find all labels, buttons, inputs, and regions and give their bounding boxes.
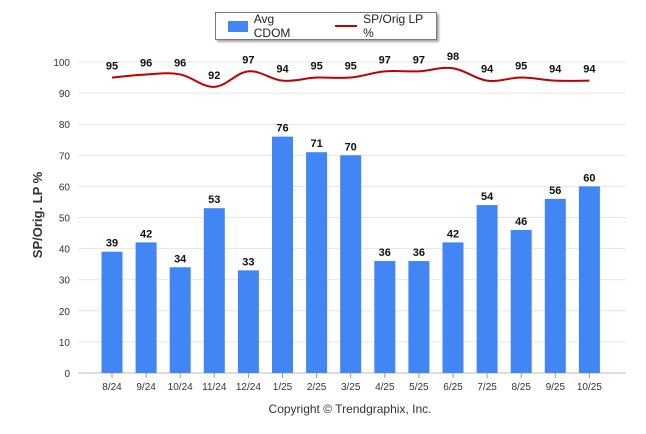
line-value-label: 92	[208, 70, 220, 82]
bar	[237, 270, 259, 373]
bar	[578, 186, 600, 373]
bar-value-label: 42	[140, 228, 152, 240]
line-series	[111, 66, 590, 88]
line-value-label: 97	[242, 54, 254, 66]
bar	[340, 155, 362, 373]
y-axis-ticks: 0 10 20 30 40 50 60 70 80 90 100	[53, 58, 70, 380]
bar-value-label: 39	[106, 238, 118, 250]
y-tick-label: 60	[59, 182, 71, 193]
y-axis-label: SP/Orig. LP %	[30, 171, 45, 258]
y-tick-label: 20	[59, 307, 71, 318]
y-tick-label: 100	[53, 58, 70, 69]
y-tick-label: 70	[59, 151, 71, 162]
line-value-label: 94	[583, 64, 596, 76]
bar	[442, 242, 464, 373]
bar-value-label: 70	[345, 141, 357, 153]
y-tick-label: 10	[59, 338, 71, 349]
line-value-label: 97	[379, 54, 391, 66]
bar-value-labels: 39 42 34 53 33 76 71 70 36 36 42 54 46 56 60	[106, 123, 596, 269]
legend-label-sp-orig-lp: SP/Orig LP %	[363, 12, 423, 40]
bar-value-label: 53	[208, 194, 220, 206]
bar	[408, 261, 430, 373]
bar-value-label: 42	[447, 228, 459, 240]
x-tick-label: 2/25	[307, 382, 327, 393]
y-tick-label: 40	[59, 245, 71, 256]
y-tick-label: 90	[59, 89, 71, 100]
copyright-text: Copyright © Trendgraphix, Inc.	[268, 402, 432, 416]
bar-value-label: 71	[310, 138, 322, 150]
line-value-label: 95	[345, 61, 357, 73]
x-tick-label: 1/25	[273, 382, 293, 393]
bar-value-label: 76	[276, 123, 288, 135]
bar	[306, 152, 328, 373]
line-value-label: 94	[481, 64, 494, 76]
line-value-label: 95	[515, 61, 527, 73]
bar-swatch-icon	[228, 20, 248, 32]
bar	[272, 136, 293, 373]
y-tick-label: 50	[59, 214, 71, 225]
x-tick-label: 6/25	[443, 382, 463, 393]
bar-value-label: 54	[481, 191, 494, 203]
legend-item-sp-orig-lp[interactable]: SP/Orig LP %	[313, 12, 436, 40]
x-tick-label: 3/25	[341, 382, 361, 393]
x-tick-label: 7/25	[477, 382, 497, 393]
line-value-label: 94	[276, 64, 289, 76]
bar-series	[101, 136, 600, 373]
y-tick-label: 80	[59, 120, 71, 131]
bar-value-label: 46	[515, 216, 527, 228]
bar	[101, 251, 123, 373]
x-tick-label: 12/24	[236, 382, 261, 393]
x-tick-label: 4/25	[375, 382, 395, 393]
line-value-labels: 95 96 96 92 97 94 95 95 97 97 98 94 95 94 94	[106, 51, 597, 82]
bar-value-label: 60	[583, 172, 595, 184]
line-value-label: 95	[310, 61, 322, 73]
legend-label-avg-cdom: Avg CDOM	[253, 12, 291, 40]
line-value-label: 96	[174, 57, 186, 69]
legend-item-avg-cdom[interactable]: Avg CDOM	[216, 12, 313, 40]
bar	[374, 261, 396, 373]
y-tick-label: 30	[59, 276, 71, 287]
bar-value-label: 36	[379, 247, 391, 259]
x-axis-ticks: 8/24 9/24 10/24 11/24 12/24 1/25 2/25 3/25 4/25 5…	[102, 373, 602, 393]
x-tick-label: 5/25	[409, 382, 429, 393]
bar-value-label: 36	[413, 247, 425, 259]
bar	[476, 205, 498, 373]
legend: Avg CDOM SP/Orig LP %	[215, 12, 437, 40]
bar	[169, 267, 191, 373]
bar	[510, 229, 532, 373]
bar	[544, 198, 566, 373]
line-path	[111, 66, 590, 88]
x-tick-label: 10/25	[577, 382, 602, 393]
line-value-label: 94	[549, 64, 562, 76]
bar-value-label: 33	[242, 256, 254, 268]
bar	[203, 208, 225, 373]
line-swatch-icon	[335, 25, 358, 27]
x-tick-label: 8/24	[102, 382, 122, 393]
x-tick-label: 8/25	[511, 382, 531, 393]
bar	[135, 242, 157, 373]
x-tick-label: 9/24	[136, 382, 156, 393]
x-tick-label: 10/24	[168, 382, 193, 393]
bar-value-label: 34	[174, 253, 187, 265]
line-value-label: 96	[140, 57, 152, 69]
y-tick-label: 0	[64, 369, 70, 380]
x-tick-label: 9/25	[546, 382, 566, 393]
line-value-label: 95	[106, 61, 118, 73]
line-value-label: 97	[413, 54, 425, 66]
x-tick-label: 11/24	[202, 382, 227, 393]
line-value-label: 98	[447, 51, 459, 63]
bar-value-label: 56	[549, 185, 561, 197]
